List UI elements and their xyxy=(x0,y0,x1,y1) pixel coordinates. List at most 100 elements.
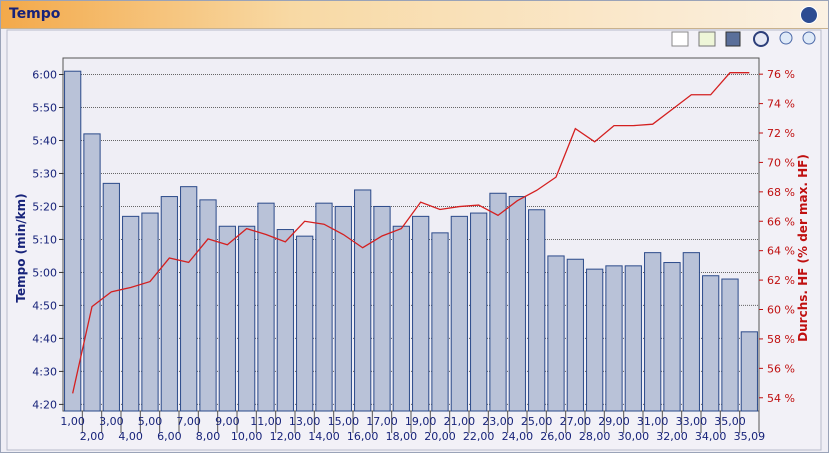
bar xyxy=(296,235,314,412)
y-tick-label: 4:50 xyxy=(32,299,57,312)
y-tick-label: 5:50 xyxy=(32,101,57,114)
x-tick-label: 26,00 xyxy=(540,430,572,443)
y2-tick-label: 74 % xyxy=(767,98,795,111)
x-tick-label: 11,00 xyxy=(250,415,282,428)
y2-tick-label: 76 % xyxy=(767,68,795,81)
bar xyxy=(508,196,526,412)
collapse-button[interactable] xyxy=(800,6,818,24)
y2-tick-label: 58 % xyxy=(767,333,795,346)
x-tick-label: 29,00 xyxy=(598,415,630,428)
x-tick-label: 32,00 xyxy=(656,430,688,443)
y2-tick-label: 56 % xyxy=(767,362,795,375)
x-tick-label: 19,00 xyxy=(405,415,437,428)
bar xyxy=(122,215,140,412)
bar xyxy=(64,70,82,412)
y-tick-label: 4:40 xyxy=(32,332,57,345)
bar xyxy=(180,186,198,412)
bar xyxy=(682,252,700,412)
bar xyxy=(218,225,236,412)
x-tick-label: 5,00 xyxy=(138,415,163,428)
bar xyxy=(547,255,565,412)
x-tick-label: 15,00 xyxy=(328,415,360,428)
x-tick-label: 34,00 xyxy=(695,430,727,443)
bar xyxy=(605,265,623,412)
x-tick-label: 13,00 xyxy=(289,415,321,428)
x-tick-label: 6,00 xyxy=(157,430,182,443)
x-tick-label: 24,00 xyxy=(502,430,534,443)
x-tick-label: 18,00 xyxy=(386,430,418,443)
panel-title: Tempo xyxy=(9,6,61,22)
x-tick-label: 10,00 xyxy=(231,430,263,443)
plot-area xyxy=(62,57,760,412)
x-tick-label: 7,00 xyxy=(176,415,201,428)
x-tick-label: 12,00 xyxy=(270,430,302,443)
x-tick-label: 28,00 xyxy=(579,430,611,443)
y-tick-label: 4:30 xyxy=(32,365,57,378)
bar xyxy=(702,275,720,412)
y-tick-label: 6:00 xyxy=(32,68,57,81)
tool-icon[interactable] xyxy=(753,31,769,47)
y2-tick-label: 62 % xyxy=(767,274,795,287)
tool-icon[interactable] xyxy=(725,31,741,47)
y2-tick-label: 68 % xyxy=(767,186,795,199)
x-tick-label: 35,00 xyxy=(714,415,746,428)
x-tick-label: 30,00 xyxy=(618,430,650,443)
bar xyxy=(489,192,507,412)
bar xyxy=(528,209,546,412)
x-tick-label: 25,00 xyxy=(521,415,553,428)
y-tick-label: 5:30 xyxy=(32,167,57,180)
bar xyxy=(721,278,739,412)
y2-axis-title: Durchs. HF (% der max. HF) xyxy=(796,154,810,342)
y-tick-label: 5:00 xyxy=(32,266,57,279)
bar xyxy=(257,202,275,412)
x-tick-label: 21,00 xyxy=(444,415,476,428)
tool-icon[interactable] xyxy=(802,31,816,45)
bar xyxy=(450,215,468,412)
hr-line xyxy=(72,72,750,394)
bar xyxy=(470,212,488,412)
bar xyxy=(373,205,391,412)
y2-tick-label: 64 % xyxy=(767,245,795,258)
y2-tick-label: 60 % xyxy=(767,304,795,317)
bar xyxy=(83,133,101,412)
tool-icon[interactable] xyxy=(698,31,716,47)
y-tick-label: 5:20 xyxy=(32,200,57,213)
bar xyxy=(566,258,584,412)
bar xyxy=(431,232,449,412)
x-tick-label: 17,00 xyxy=(366,415,398,428)
toolbar xyxy=(671,31,816,47)
bar xyxy=(334,205,352,412)
x-tick-label: 35,09 xyxy=(734,430,766,443)
bar xyxy=(160,196,178,412)
y2-tick-label: 66 % xyxy=(767,215,795,228)
bar xyxy=(238,225,256,412)
bar xyxy=(199,199,217,412)
x-tick-label: 3,00 xyxy=(99,415,124,428)
x-tick-label: 31,00 xyxy=(637,415,669,428)
bar xyxy=(644,252,662,412)
y2-tick-label: 72 % xyxy=(767,127,795,140)
bar xyxy=(392,225,410,412)
x-tick-label: 14,00 xyxy=(308,430,340,443)
x-tick-label: 4,00 xyxy=(118,430,143,443)
bar xyxy=(354,189,372,412)
y-tick-label: 4:20 xyxy=(32,398,57,411)
bar xyxy=(141,212,159,412)
bar xyxy=(412,215,430,412)
bar xyxy=(315,202,333,412)
x-tick-label: 27,00 xyxy=(560,415,592,428)
chart: Tempo (min/km) Durchs. HF (% der max. HF… xyxy=(6,29,822,451)
bar xyxy=(624,265,642,412)
y2-tick-label: 70 % xyxy=(767,156,795,169)
x-tick-label: 2,00 xyxy=(80,430,105,443)
y-tick-label: 5:40 xyxy=(32,134,57,147)
x-tick-label: 9,00 xyxy=(215,415,240,428)
tool-icon[interactable] xyxy=(779,31,793,45)
tool-icon[interactable] xyxy=(671,31,689,47)
bar xyxy=(586,268,604,412)
bar xyxy=(663,262,681,412)
x-tick-label: 33,00 xyxy=(676,415,708,428)
y-tick-label: 5:10 xyxy=(32,233,57,246)
x-tick-label: 1,00 xyxy=(60,415,85,428)
